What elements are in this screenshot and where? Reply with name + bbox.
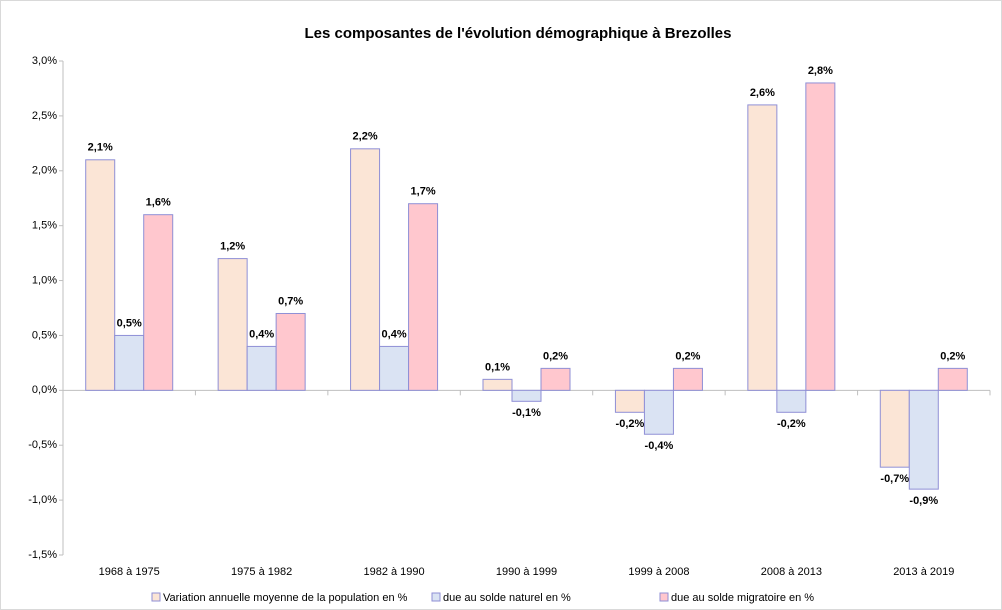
value-label: -0,9% [909,495,938,507]
value-label: 0,2% [543,350,568,362]
legend-label: Variation annuelle moyenne de la populat… [163,592,408,604]
bar [217,258,248,391]
value-label: -0,4% [645,440,674,452]
bar [879,389,910,468]
value-label: 2,8% [808,65,833,77]
value-label: 1,6% [146,197,171,209]
y-tick-label: -0,5% [28,439,57,451]
value-label: -0,2% [616,418,645,430]
value-label: -0,2% [777,418,806,430]
y-tick-label: 0,0% [32,384,57,396]
y-tick-label: 3,0% [32,55,57,67]
y-tick-label: -1,5% [28,549,57,561]
x-tick-label: 1990 à 1999 [496,566,557,578]
bar [246,345,277,391]
bar [908,389,939,490]
legend-label: due au solde naturel en % [443,592,571,604]
value-label: -0,1% [512,407,541,419]
bar [379,345,410,391]
legend-swatch [659,592,669,602]
legend-swatch [151,592,161,602]
x-tick-label: 1968 à 1975 [99,566,160,578]
legend-label: due au solde migratoire en % [671,592,814,604]
value-label: 2,2% [353,131,378,143]
x-tick-label: 1999 à 2008 [628,566,689,578]
bar [747,104,778,391]
x-tick-label: 2013 à 2019 [893,566,954,578]
bar [511,389,542,402]
value-label: 2,6% [750,87,775,99]
x-tick-label: 2008 à 2013 [761,566,822,578]
value-label: 0,4% [249,328,274,340]
bar [350,148,381,391]
bar [408,203,439,391]
bar [540,367,571,391]
bar [114,334,145,391]
chart-title: Les composantes de l'évolution démograph… [305,25,732,42]
bar [85,159,116,391]
value-label: 0,1% [485,361,510,373]
value-label: 1,7% [411,186,436,198]
value-label: 0,2% [675,350,700,362]
x-tick-label: 1975 à 1982 [231,566,292,578]
bar [937,367,968,391]
bar [482,378,513,391]
value-label: 2,1% [88,142,113,154]
value-label: 0,5% [117,317,142,329]
y-tick-label: 1,5% [32,220,57,232]
y-tick-label: -1,0% [28,494,57,506]
y-tick-label: 2,0% [32,165,57,177]
y-tick-label: 1,0% [32,274,57,286]
legend-swatch [431,592,441,602]
bar [672,367,703,391]
value-label: 0,7% [278,295,303,307]
bar [805,82,836,391]
bar [614,389,645,413]
bar [643,389,674,435]
value-label: 0,4% [382,328,407,340]
bar [143,214,174,391]
y-tick-label: 0,5% [32,329,57,341]
value-label: 1,2% [220,241,245,253]
y-tick-label: 2,5% [32,110,57,122]
value-label: -0,7% [880,473,909,485]
x-tick-label: 1982 à 1990 [363,566,424,578]
bar [275,312,306,391]
value-label: 0,2% [940,350,965,362]
bar [776,389,807,413]
